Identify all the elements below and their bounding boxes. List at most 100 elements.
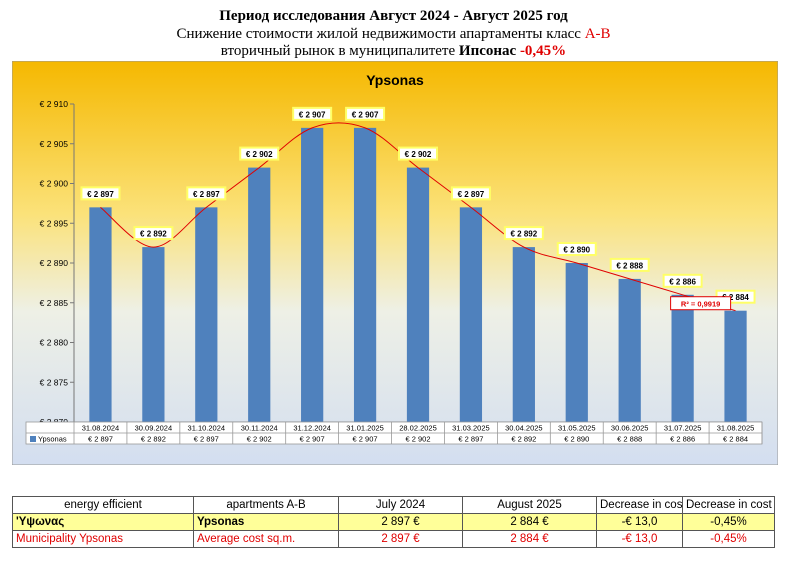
table-header: Decrease in cost %	[682, 496, 775, 514]
table-cell: Average cost sq.m.	[193, 530, 339, 548]
legend-swatch	[30, 436, 36, 442]
city-name: Ипсонас	[458, 43, 517, 59]
data-table-value: € 2 897	[88, 435, 113, 444]
y-tick-label: € 2 875	[40, 377, 69, 387]
subtitle-text: Снижение стоимости жилой недвижимости ап…	[176, 26, 585, 42]
y-tick-label: € 2 910	[40, 99, 69, 109]
bar	[301, 127, 324, 422]
x-tick-label: 31.08.2025	[717, 424, 755, 433]
data-label: € 2 886	[669, 277, 696, 286]
bar	[89, 207, 112, 422]
x-tick-label: 31.03.2025	[452, 424, 490, 433]
data-label-box	[239, 146, 280, 161]
data-table-value: € 2 897	[194, 435, 219, 444]
x-tick-label: 31.05.2025	[558, 424, 596, 433]
chart-background	[12, 61, 778, 465]
table-cell: Municipality Ypsonas	[12, 530, 194, 548]
table-cell: 2 897 €	[338, 513, 463, 531]
data-label-box	[609, 257, 650, 272]
chart: Ypsonas € 2 870€ 2 875€ 2 880€ 2 885€ 2 …	[12, 61, 778, 465]
data-label: € 2 902	[246, 150, 273, 159]
data-table-value: € 2 897	[458, 435, 483, 444]
data-label-box	[133, 226, 174, 241]
data-label: € 2 897	[458, 190, 485, 199]
x-tick-label: 31.01.2025	[346, 424, 384, 433]
data-label-box	[503, 226, 544, 241]
market-text: вторичный рынок в муниципалитете	[220, 43, 459, 59]
table-header: energy efficient	[12, 496, 194, 514]
table-row: Municipality Ypsonas Average cost sq.m. …	[12, 530, 775, 548]
data-table-value: € 2 890	[564, 435, 589, 444]
table-cell: Ypsonas	[193, 513, 339, 531]
table-cell: 2 884 €	[462, 513, 597, 531]
data-label-box	[186, 186, 227, 201]
table-cell: 2 884 €	[462, 530, 597, 548]
x-tick-label: 31.08.2024	[82, 424, 120, 433]
bar	[195, 207, 218, 422]
summary-table: energy efficient apartments A-B July 202…	[12, 496, 775, 548]
data-table-value: € 2 892	[511, 435, 536, 444]
report-subtitle-2: вторичный рынок в муниципалитете Ипсонас…	[0, 43, 787, 60]
table-header: August 2025	[462, 496, 597, 514]
data-table-value: € 2 886	[670, 435, 695, 444]
y-tick-label: € 2 890	[40, 258, 69, 268]
data-label: € 2 890	[563, 246, 590, 255]
bar	[248, 167, 271, 422]
table-cell: 2 897 €	[338, 530, 463, 548]
table-header: July 2024	[338, 496, 463, 514]
data-label-box	[292, 106, 333, 121]
data-table-value: € 2 892	[141, 435, 166, 444]
data-label: € 2 897	[193, 190, 220, 199]
bar	[512, 247, 535, 422]
plot-area: € 2 870€ 2 875€ 2 880€ 2 885€ 2 890€ 2 8…	[25, 99, 763, 445]
bar	[565, 263, 588, 422]
bar	[459, 207, 483, 422]
x-tick-label: 30.11.2024	[241, 424, 278, 433]
data-table-value: € 2 888	[617, 435, 642, 444]
table-header-row: energy efficient apartments A-B July 202…	[12, 496, 775, 514]
class-label: A-B	[584, 26, 611, 42]
data-label: € 2 888	[616, 261, 643, 270]
table-cell: -0,45%	[682, 513, 775, 531]
data-table-value: € 2 902	[247, 435, 272, 444]
data-label: € 2 884	[722, 293, 749, 302]
data-label: € 2 907	[299, 110, 326, 119]
y-tick-label: € 2 895	[40, 218, 69, 228]
data-label-box	[345, 106, 386, 121]
x-tick-label: 28.02.2025	[399, 424, 437, 433]
table-header: Decrease in cost	[596, 496, 683, 514]
data-table-value: € 2 884	[723, 435, 748, 444]
data-label-box	[556, 242, 597, 256]
data-label: € 2 892	[140, 230, 167, 239]
data-label-box	[662, 273, 703, 288]
y-tick-label: € 2 880	[40, 338, 69, 348]
bar	[353, 127, 377, 422]
r2-label: R² = 0,9919	[681, 300, 720, 309]
bar	[142, 247, 165, 422]
table-cell: -0,45%	[682, 530, 775, 548]
report-title: Период исследования Август 2024 - Август…	[219, 8, 568, 24]
table-cell: -€ 13,0	[596, 530, 683, 548]
data-label-box	[450, 186, 491, 201]
table-cell: -€ 13,0	[596, 513, 683, 531]
bar	[724, 310, 747, 422]
y-tick-label: € 2 905	[40, 139, 69, 149]
table-row: 'Υψωνας Ypsonas 2 897 € 2 884 € -€ 13,0 …	[12, 513, 775, 531]
data-label: € 2 892	[510, 230, 537, 239]
data-label: € 2 897	[87, 190, 114, 199]
bar	[406, 167, 430, 422]
chart-title: Ypsonas	[366, 72, 424, 88]
x-tick-label: 30.06.2025	[611, 424, 649, 433]
x-tick-label: 30.04.2025	[505, 424, 543, 433]
change-percent: -0,45%	[519, 43, 567, 59]
legend-label: Ypsonas	[38, 435, 67, 444]
y-tick-label: € 2 885	[40, 298, 69, 308]
y-tick-label: € 2 900	[40, 179, 69, 189]
data-table-value: € 2 907	[300, 435, 325, 444]
table-cell: 'Υψωνας	[12, 513, 194, 531]
data-table-value: € 2 902	[405, 435, 430, 444]
bar	[671, 294, 694, 422]
x-tick-label: 31.07.2025	[664, 424, 702, 433]
x-tick-label: 31.10.2024	[188, 424, 226, 433]
data-label: € 2 902	[405, 150, 432, 159]
